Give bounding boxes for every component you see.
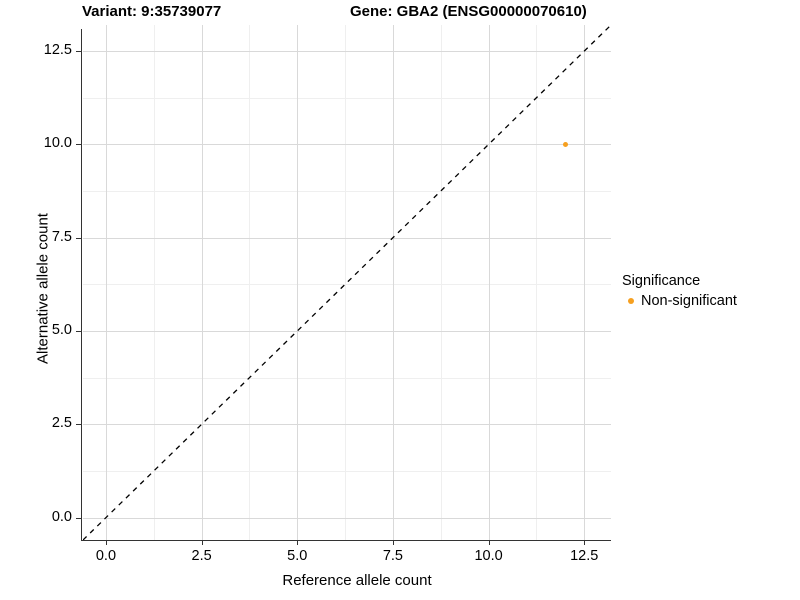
- x-axis-tick: [488, 540, 490, 545]
- gridline-major-vertical: [297, 25, 299, 540]
- y-axis-tick-label: 10.0: [43, 135, 72, 152]
- y-axis-tick: [76, 51, 81, 53]
- gridline-minor-vertical: [249, 25, 251, 540]
- data-point[interactable]: [562, 141, 568, 147]
- y-axis-tick: [76, 237, 81, 239]
- x-axis-tick-label: 2.5: [191, 548, 212, 564]
- legend-items: Non-significant: [622, 291, 797, 311]
- title-row: Variant: 9:35739077 Gene: GBA2 (ENSG0000…: [0, 3, 800, 23]
- gridline-minor-horizontal: [83, 191, 611, 193]
- gridline-major-vertical: [488, 25, 490, 540]
- legend: Significance Non-significant: [622, 272, 797, 311]
- x-axis-line: [81, 539, 611, 541]
- x-axis-title: Reference allele count: [282, 572, 432, 589]
- gridline-minor-horizontal: [83, 377, 611, 379]
- gridline-major-vertical: [105, 25, 107, 540]
- x-axis-tick-label: 10.0: [474, 548, 503, 564]
- legend-item[interactable]: Non-significant: [622, 291, 797, 311]
- x-axis-tick-label: 7.5: [382, 548, 403, 564]
- y-axis-tick-label: 12.5: [43, 42, 72, 59]
- page-title: Variant: 9:35739077: [82, 3, 222, 20]
- gridline-minor-horizontal: [83, 284, 611, 286]
- gridline-major-horizontal: [83, 144, 611, 146]
- y-axis-tick-label: 5.0: [51, 322, 72, 338]
- page-subtitle: Gene: GBA2 (ENSG00000070610): [350, 3, 587, 20]
- y-axis-tick-labels: 0.0 2.5 5.0 7.5 10.0 12.5: [10, 0, 72, 600]
- identity-reference-line: [83, 25, 611, 540]
- x-axis-tick: [392, 540, 394, 545]
- x-axis-tick: [201, 540, 203, 545]
- gridline-major-horizontal: [83, 424, 611, 426]
- x-axis-tick-label: 12.5: [570, 548, 599, 564]
- x-axis-tick: [584, 540, 586, 545]
- y-axis-line: [81, 29, 83, 541]
- y-axis-tick: [76, 424, 81, 426]
- gridline-major-horizontal: [83, 331, 611, 332]
- gridline-major-horizontal: [83, 51, 611, 53]
- x-axis-tick-label: 5.0: [287, 548, 308, 564]
- gridline-major-horizontal: [83, 517, 611, 519]
- gridline-major-horizontal: [83, 237, 611, 239]
- y-axis-tick: [76, 144, 81, 146]
- y-axis-tick-label: 0.0: [51, 508, 72, 525]
- y-axis-tick-label: 7.5: [51, 228, 72, 245]
- x-axis-tick: [105, 540, 107, 545]
- x-axis-tick-label: 0.0: [95, 548, 117, 564]
- gridline-minor-vertical: [153, 25, 155, 540]
- x-axis-tick: [297, 540, 299, 545]
- gridline-major-vertical: [392, 25, 394, 540]
- legend-title: Significance: [622, 273, 701, 289]
- y-axis-tick: [76, 517, 81, 519]
- gridline-minor-horizontal: [83, 97, 611, 99]
- gridline-major-vertical: [584, 25, 586, 540]
- gridline-minor-vertical: [440, 25, 442, 540]
- legend-dot-icon: [622, 293, 639, 310]
- gridline-major-vertical: [201, 25, 203, 540]
- legend-item-label: Non-significant: [641, 293, 737, 309]
- gridline-minor-vertical: [536, 25, 538, 540]
- gridline-minor-horizontal: [83, 470, 611, 472]
- y-axis-tick-label: 2.5: [51, 415, 72, 432]
- gridline-minor-vertical: [345, 25, 347, 540]
- plot-panel: [83, 25, 611, 540]
- y-axis-tick: [76, 331, 81, 332]
- x-axis-tick-labels: 0.0 2.5 5.0 7.5 10.0 12.5: [0, 548, 800, 568]
